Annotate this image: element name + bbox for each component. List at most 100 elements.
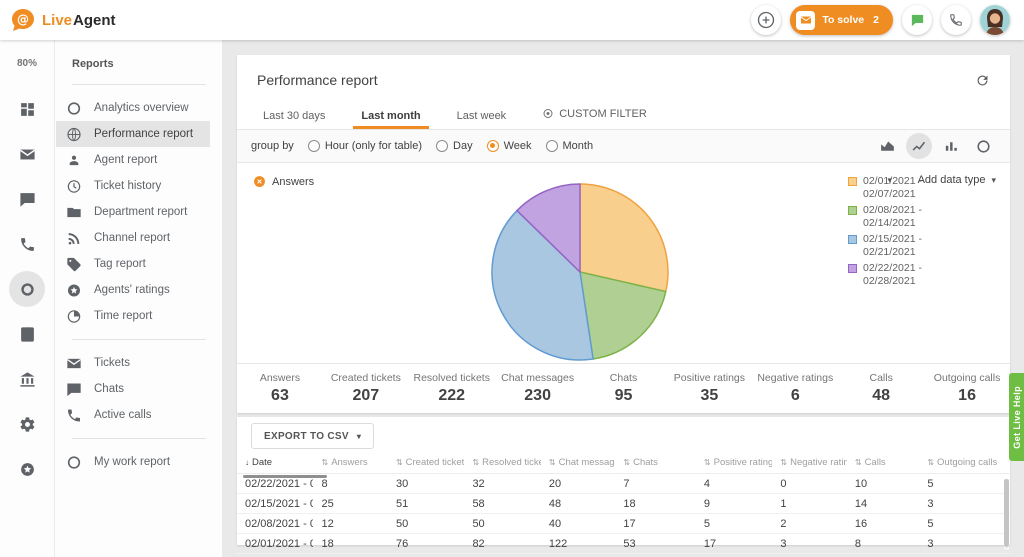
get-live-help-button[interactable]: Get Live Help — [1009, 373, 1024, 461]
sidebar-item-chats[interactable]: Chats — [56, 376, 210, 402]
sidebar-item-label: My work report — [94, 456, 170, 468]
column-header-date[interactable]: ↓Date — [237, 455, 313, 474]
table-cell: 5 — [919, 514, 1010, 534]
sort-icon: ⇅ — [704, 458, 711, 467]
rail-calls-button[interactable] — [9, 226, 45, 262]
column-header-positive-ratings[interactable]: ⇅Positive ratings — [696, 455, 772, 474]
sidebar-item-tickets[interactable]: Tickets — [56, 350, 210, 376]
legend-swatch — [848, 206, 857, 215]
folder-icon — [66, 204, 82, 221]
sidebar-item-label: Department report — [94, 206, 187, 218]
envelope-icon — [796, 11, 815, 30]
contacts-icon — [19, 326, 36, 343]
ring-icon — [66, 100, 82, 117]
table-cell: 10 — [847, 474, 919, 494]
add-button[interactable] — [751, 5, 781, 35]
line-chart-button[interactable] — [906, 133, 932, 159]
sort-icon: ⇅ — [927, 458, 934, 467]
calls-icon — [66, 407, 82, 424]
stat-value: 207 — [323, 387, 409, 405]
radio-week[interactable]: Week — [487, 140, 532, 152]
user-avatar[interactable] — [980, 5, 1010, 35]
rail-tickets-button[interactable] — [9, 136, 45, 172]
sidebar-item-agent-report[interactable]: Agent report — [56, 147, 210, 173]
sidebar-item-tag-report[interactable]: Tag report — [56, 251, 210, 277]
tab-last-30-days[interactable]: Last 30 days — [247, 110, 341, 129]
sidebar-item-label: Analytics overview — [94, 102, 189, 114]
rail-help-button[interactable] — [9, 451, 45, 487]
column-header-chats[interactable]: ⇅Chats — [615, 455, 696, 474]
rail-reports-button[interactable] — [9, 271, 45, 307]
pie-chart[interactable] — [489, 181, 671, 363]
sidebar-item-active-calls[interactable]: Active calls — [56, 402, 210, 428]
summary-stats-row: Answers63Created tickets207Resolved tick… — [237, 363, 1010, 413]
rail-chats-button[interactable] — [9, 181, 45, 217]
stat-label: Positive ratings — [666, 372, 752, 384]
table-row[interactable]: 02/01/2021 - 0...1876821225317383 — [237, 534, 1010, 554]
column-header-outgoing-calls[interactable]: ⇅Outgoing calls — [919, 455, 1010, 474]
main-content: Performance report Last 30 daysLast mont… — [237, 40, 1010, 557]
column-header-negative-ratings[interactable]: ⇅Negative ratings — [772, 455, 846, 474]
rail-academy-button[interactable] — [9, 361, 45, 397]
legend-item[interactable]: 02/15/2021 - 02/21/2021 — [848, 233, 952, 259]
sidebar-item-channel-report[interactable]: Channel report — [56, 225, 210, 251]
rail-dashboard-button[interactable] — [9, 91, 45, 127]
chats-button[interactable] — [902, 5, 932, 35]
sidebar-item-performance-report[interactable]: Performance report — [56, 121, 210, 147]
vertical-scrollbar[interactable] — [1004, 479, 1009, 550]
tag-icon — [66, 256, 82, 273]
area-chart-button[interactable] — [874, 133, 900, 159]
reports-icon — [19, 281, 36, 298]
export-to-csv-button[interactable]: EXPORT TO CSV ▾ — [251, 423, 374, 449]
stat-negative-ratings: Negative ratings6 — [752, 372, 838, 405]
tab-last-month[interactable]: Last month — [345, 110, 436, 129]
table-row[interactable]: 02/15/2021 - 0...255158481891143 — [237, 494, 1010, 514]
legend-item[interactable]: 02/01/2021 - 02/07/2021 — [848, 175, 952, 201]
series-chip[interactable]: Answers — [253, 175, 314, 188]
radio-circle-icon — [436, 140, 448, 152]
radio-circle-icon — [308, 140, 320, 152]
bar-chart-button[interactable] — [938, 133, 964, 159]
donut-chart-button[interactable] — [970, 133, 996, 159]
rail-contacts-button[interactable] — [9, 316, 45, 352]
left-navigation: 80% Reports Analytics overviewPerformanc… — [0, 40, 222, 557]
sidebar-item-department-report[interactable]: Department report — [56, 199, 210, 225]
radio-month[interactable]: Month — [546, 140, 594, 152]
table-row[interactable]: 02/22/2021 - 0...8303220740105 — [237, 474, 1010, 494]
rail-settings-button[interactable] — [9, 406, 45, 442]
tickets-icon — [66, 355, 82, 372]
sidebar-item-label: Ticket history — [94, 180, 161, 192]
column-header-answers[interactable]: ⇅Answers — [313, 455, 387, 474]
tab-label: Last month — [361, 110, 420, 122]
calls-button[interactable] — [941, 5, 971, 35]
tab-last-week[interactable]: Last week — [441, 110, 523, 129]
liveagent-logo[interactable]: @ Live Agent — [10, 7, 116, 33]
sidebar-item-my-work-report[interactable]: My work report — [56, 449, 210, 475]
tab-custom-filter[interactable]: CUSTOM FILTER — [526, 105, 663, 129]
column-header-calls[interactable]: ⇅Calls — [847, 455, 919, 474]
table-cell: 51 — [388, 494, 464, 514]
sidebar-item-agents-ratings[interactable]: Agents' ratings — [56, 277, 210, 303]
horizontal-scrollbar[interactable] — [243, 475, 327, 478]
column-header-chat-messages[interactable]: ⇅Chat messages — [541, 455, 615, 474]
table-row[interactable]: 02/08/2021 - 0...125050401752165 — [237, 514, 1010, 534]
legend-item[interactable]: 02/08/2021 - 02/14/2021 — [848, 204, 952, 230]
sidebar-item-time-report[interactable]: Time report — [56, 303, 210, 329]
remove-series-icon[interactable] — [253, 175, 266, 188]
column-header-resolved-tickets[interactable]: ⇅Resolved tickets — [464, 455, 540, 474]
to-solve-button[interactable]: To solve 2 — [790, 5, 893, 35]
column-header-created-tickets[interactable]: ⇅Created tickets — [388, 455, 464, 474]
radio-label: Day — [453, 140, 473, 152]
radio-day[interactable]: Day — [436, 140, 473, 152]
table-cell: 7 — [615, 474, 696, 494]
globe-icon — [66, 126, 82, 143]
sidebar-item-analytics-overview[interactable]: Analytics overview — [56, 95, 210, 121]
legend-label: 02/01/2021 - 02/07/2021 — [863, 175, 952, 201]
sidebar-item-ticket-history[interactable]: Ticket history — [56, 173, 210, 199]
data-table-card: EXPORT TO CSV ▾ ↓Date⇅Answers⇅Created ti… — [237, 417, 1010, 545]
top-bar: @ Live Agent To solve 2 — [0, 0, 1024, 40]
refresh-icon[interactable] — [975, 73, 990, 88]
legend-item[interactable]: 02/22/2021 - 02/28/2021 — [848, 262, 952, 288]
column-label: Calls — [865, 457, 886, 468]
radio-hour-only-for-table-[interactable]: Hour (only for table) — [308, 140, 422, 152]
